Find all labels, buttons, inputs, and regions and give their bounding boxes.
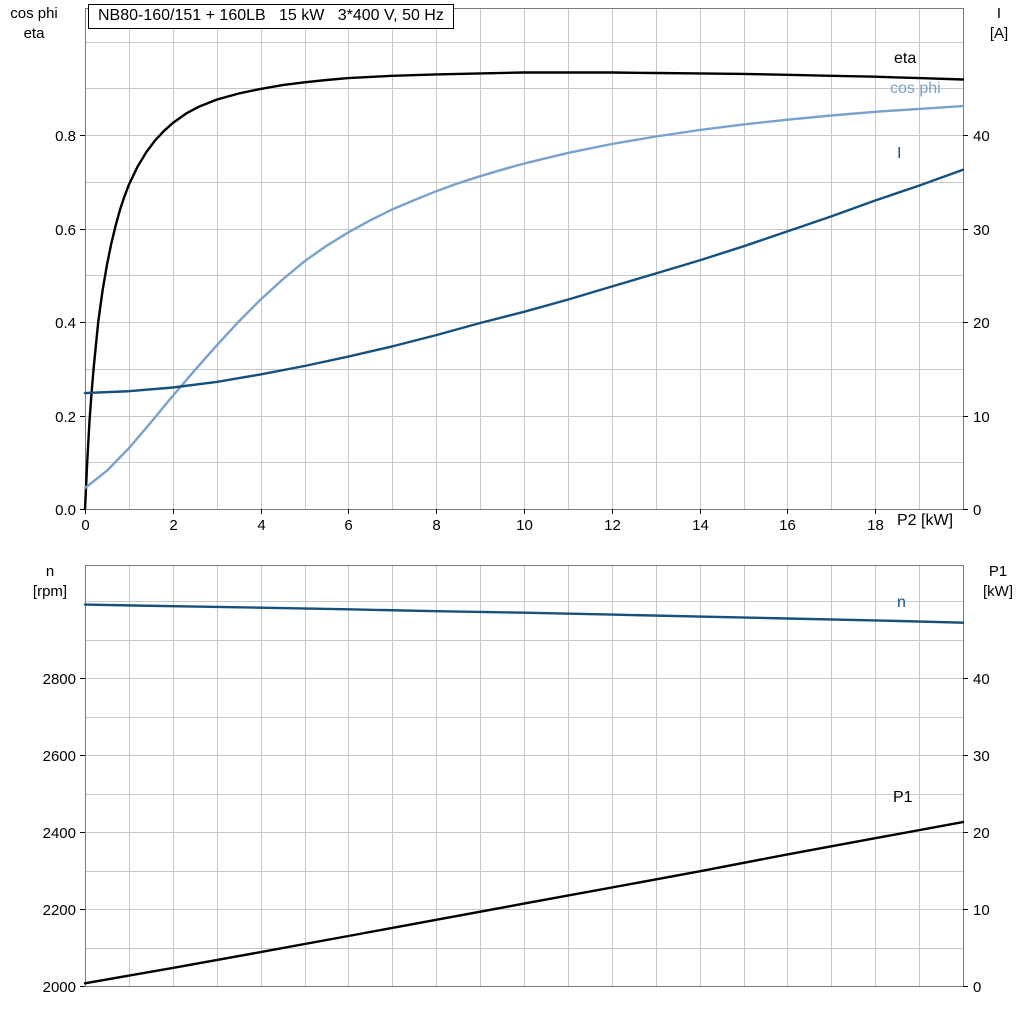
x-tick-label: 10 [516, 517, 533, 534]
series-current [83, 168, 965, 395]
y-tick-label-right: 30 [973, 748, 990, 765]
y-tick-label-right: 40 [973, 128, 990, 145]
x-tick-label: 14 [692, 517, 709, 534]
axis-title-speed: n [45, 563, 55, 580]
y-tick-label-right: 0 [973, 502, 981, 519]
axis-title-current: I [996, 5, 1002, 22]
p1-curve-label: P1 [893, 789, 913, 806]
cos-phi-curve-label: cos phi [890, 80, 941, 97]
y-tick-label-left: 0.0 [55, 502, 76, 519]
top-left-axis-title: cos phi eta [2, 4, 66, 44]
top-right-axis-title: I [A] [976, 4, 1022, 44]
axis-title-p1-unit: [kW] [983, 583, 1013, 600]
x-tick-label: 12 [604, 517, 621, 534]
y-tick-label-right: 40 [973, 671, 990, 688]
x-tick-label: 18 [867, 517, 884, 534]
y-tick-label-left: 0.2 [55, 409, 76, 426]
plot-frame [85, 565, 964, 987]
speed-curve-label: n [897, 594, 906, 611]
y-tick-label-left: 2200 [43, 902, 76, 919]
y-tick-label-left: 0.6 [55, 222, 76, 239]
axis-title-cos-phi: cos phi [10, 5, 58, 22]
x-tick-label: 0 [81, 517, 89, 534]
gridlines [85, 8, 963, 509]
axis-title-p1: P1 [988, 563, 1008, 580]
y-tick-label-left: 0.4 [55, 315, 76, 332]
x-tick-label: 8 [432, 517, 440, 534]
series-eta [83, 71, 965, 511]
x-tick-label: 2 [169, 517, 177, 534]
axis-ticks-and-labels: 2000 2200 2400 2600 2800 0 10 20 30 40 [43, 671, 990, 996]
bottom-right-axis-title: P1 [kW] [974, 562, 1022, 602]
x-axis-label: P2 [kW] [897, 512, 954, 529]
axis-title-speed-unit: [rpm] [32, 583, 68, 600]
series-speed [83, 603, 965, 624]
x-tick-label: 4 [257, 517, 265, 534]
eta-curve-label: eta [894, 50, 917, 67]
y-tick-label-right: 30 [973, 222, 990, 239]
axis-title-current-unit: [A] [989, 25, 1009, 42]
series-cos_phi [83, 104, 965, 490]
y-tick-label-right: 20 [973, 825, 990, 842]
current-curve-label: I [897, 145, 902, 162]
chart-panel-1: 2000 2200 2400 2600 2800 0 10 20 30 40 [43, 565, 990, 996]
chart-title-box: NB80-160/151 + 160LB 15 kW 3*400 V, 50 H… [88, 4, 454, 29]
gridlines [85, 565, 963, 986]
chart-panel-0: 0.0 0.2 0.4 0.6 0.8 0 10 20 30 40 0 2 4 6 8 10 12 14 16 18 [55, 8, 990, 534]
x-tick-label: 6 [344, 517, 352, 534]
axis-ticks-and-labels: 0.0 0.2 0.4 0.6 0.8 0 10 20 30 40 0 2 4 6 8 10 12 14 16 18 [55, 128, 990, 534]
y-tick-label-right: 10 [973, 409, 990, 426]
y-tick-label-left: 0.8 [55, 128, 76, 145]
bottom-left-axis-title: n [rpm] [22, 562, 78, 602]
axis-title-eta: eta [23, 25, 45, 42]
series-p1 [83, 820, 965, 985]
y-tick-label-left: 2800 [43, 671, 76, 688]
y-tick-label-left: 2400 [43, 825, 76, 842]
y-tick-label-right: 20 [973, 315, 990, 332]
y-tick-label-right: 10 [973, 902, 990, 919]
y-tick-label-right: 0 [973, 979, 981, 996]
y-tick-label-left: 2000 [43, 979, 76, 996]
x-tick-label: 16 [779, 517, 796, 534]
y-tick-label-left: 2600 [43, 748, 76, 765]
